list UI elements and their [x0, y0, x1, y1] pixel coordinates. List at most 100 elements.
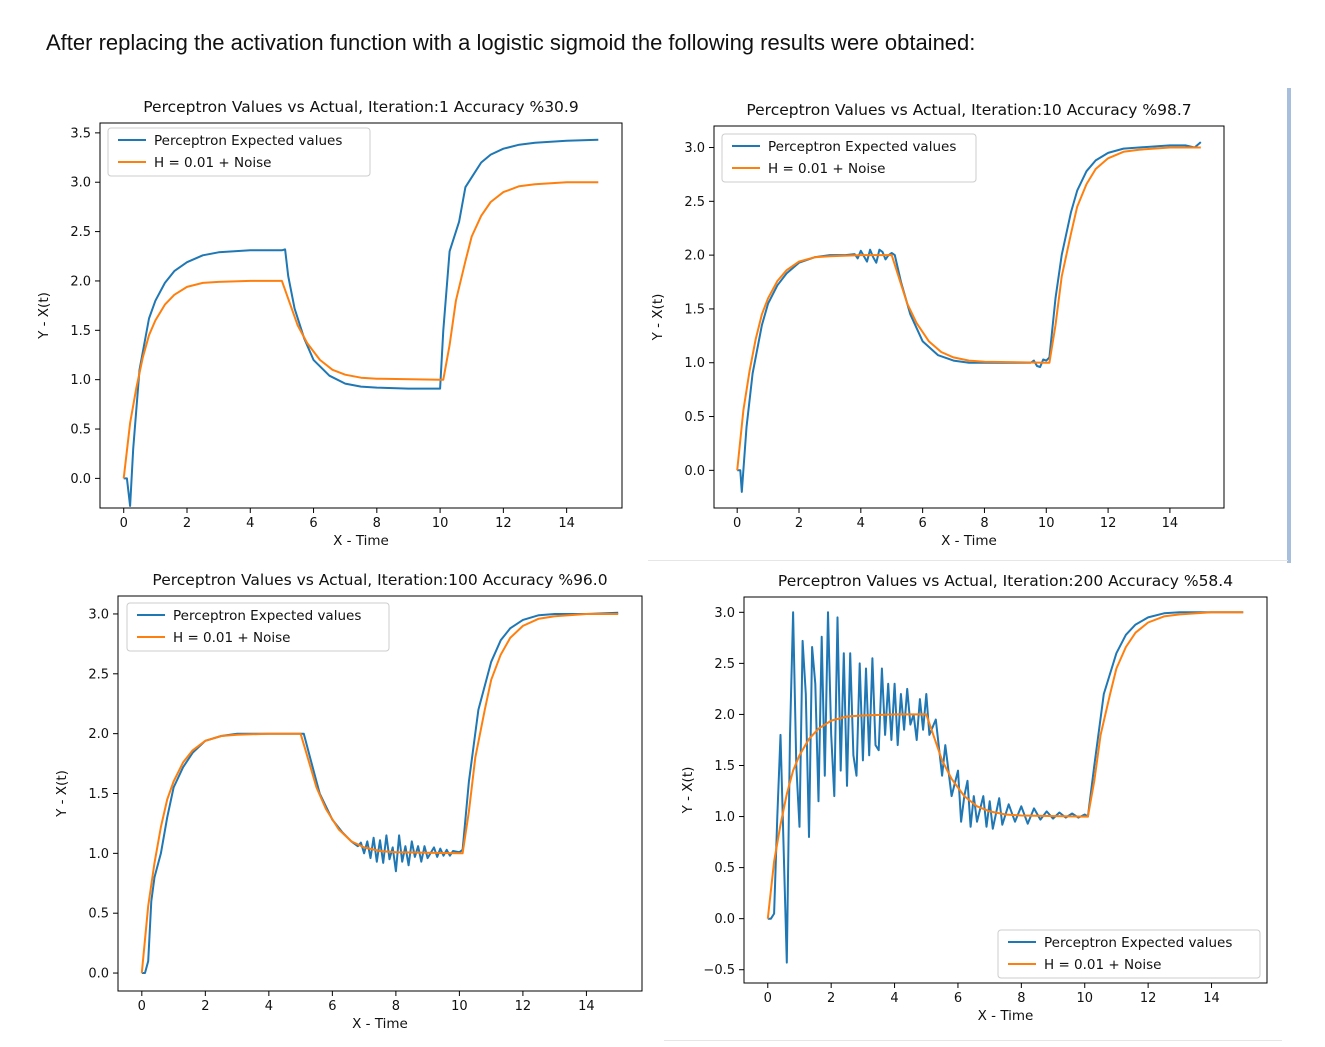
x-tick-label: 12: [1140, 991, 1157, 1006]
chart-svg: Perceptron Values vs Actual, Iteration:1…: [54, 571, 643, 1032]
axes-frame: [743, 596, 1268, 984]
legend-label: Perceptron Expected values: [154, 133, 342, 149]
x-tick-label: 6: [918, 516, 926, 531]
x-tick-label: 4: [265, 999, 273, 1014]
x-tick-label: 10: [432, 516, 449, 531]
y-tick-label: 2.5: [70, 225, 91, 240]
x-axis-label: X - Time: [333, 533, 389, 549]
x-tick-label: 12: [515, 999, 532, 1014]
series-line-2: [766, 611, 1244, 919]
y-tick-label: 3.0: [684, 141, 705, 156]
x-tick-label: 2: [827, 991, 835, 1006]
intro-text: After replacing the activation function …: [46, 30, 976, 55]
x-tick-label: 0: [764, 991, 772, 1006]
x-tick-label: 8: [980, 516, 988, 531]
series-line-2: [736, 146, 1201, 471]
y-tick-label: 0.5: [714, 861, 735, 876]
legend-label: H = 0.01 + Noise: [173, 630, 290, 646]
x-tick-label: 14: [558, 516, 575, 531]
chart-iteration-1: Perceptron Values vs Actual, Iteration:1…: [36, 88, 632, 560]
y-tick-label: 1.0: [684, 356, 705, 371]
x-axis-label: X - Time: [352, 1016, 408, 1032]
axes-frame: [117, 595, 643, 992]
y-tick-label: −0.5: [703, 963, 735, 978]
x-axis-label: X - Time: [978, 1008, 1034, 1024]
chart-svg: Perceptron Values vs Actual, Iteration:1…: [36, 98, 623, 549]
legend-label: H = 0.01 + Noise: [1044, 957, 1161, 973]
y-tick-label: 0.0: [684, 464, 705, 479]
chart-svg: Perceptron Values vs Actual, Iteration:1…: [650, 101, 1225, 549]
y-tick-label: 0.5: [684, 410, 705, 425]
x-tick-label: 0: [138, 999, 146, 1014]
series-line-1: [737, 141, 1202, 493]
chart-title: Perceptron Values vs Actual, Iteration:2…: [778, 572, 1233, 590]
x-tick-label: 14: [1162, 516, 1179, 531]
x-tick-label: 4: [857, 516, 865, 531]
series-line-1: [767, 611, 1244, 964]
chart-title: Perceptron Values vs Actual, Iteration:1…: [152, 571, 607, 589]
divider-line: [648, 560, 1288, 561]
x-tick-label: 10: [451, 999, 468, 1014]
y-axis-label: Y - X(t): [54, 770, 70, 818]
series-line-2: [140, 613, 619, 974]
x-tick-label: 2: [183, 516, 191, 531]
chart-iteration-100: Perceptron Values vs Actual, Iteration:1…: [52, 566, 650, 1041]
x-tick-label: 10: [1038, 516, 1055, 531]
x-tick-label: 6: [309, 516, 317, 531]
x-tick-label: 8: [373, 516, 381, 531]
y-axis-label: Y - X(t): [650, 294, 666, 342]
y-axis-label: Y - X(t): [680, 767, 696, 815]
y-tick-label: 2.5: [714, 657, 735, 672]
y-tick-label: 1.0: [714, 810, 735, 825]
x-tick-label: 0: [733, 516, 741, 531]
y-axis-label: Y - X(t): [36, 292, 52, 340]
legend: Perceptron Expected values H = 0.01 + Noi…: [721, 133, 977, 183]
x-tick-label: 12: [1100, 516, 1117, 531]
legend-label: Perceptron Expected values: [768, 139, 956, 155]
y-tick-label: 1.5: [70, 324, 91, 339]
y-tick-label: 3.5: [70, 126, 91, 141]
y-tick-label: 2.5: [684, 195, 705, 210]
divider-line: [664, 1040, 1282, 1041]
legend-label: H = 0.01 + Noise: [768, 161, 885, 177]
y-tick-label: 0.0: [714, 912, 735, 927]
y-tick-label: 2.0: [70, 274, 91, 289]
chart-iteration-200: Perceptron Values vs Actual, Iteration:2…: [664, 566, 1280, 1041]
y-tick-label: 2.0: [88, 727, 109, 742]
x-tick-label: 2: [201, 999, 209, 1014]
x-tick-label: 4: [246, 516, 254, 531]
y-tick-label: 3.0: [88, 607, 109, 622]
axes-frame: [99, 122, 623, 509]
y-tick-label: 0.5: [88, 907, 109, 922]
legend-label: H = 0.01 + Noise: [154, 155, 271, 171]
chart-svg: Perceptron Values vs Actual, Iteration:2…: [680, 572, 1268, 1024]
axes-frame: [713, 125, 1225, 509]
x-tick-label: 8: [392, 999, 400, 1014]
x-tick-label: 14: [578, 999, 595, 1014]
editor-margin-line: [1287, 88, 1291, 563]
x-axis-label: X - Time: [941, 533, 997, 549]
x-tick-label: 14: [1203, 991, 1220, 1006]
y-tick-label: 1.5: [714, 759, 735, 774]
legend: Perceptron Expected values H = 0.01 + Noi…: [997, 929, 1261, 979]
y-tick-label: 1.5: [684, 302, 705, 317]
series-line-1: [141, 611, 619, 974]
chart-iteration-10: Perceptron Values vs Actual, Iteration:1…: [648, 93, 1240, 559]
x-tick-label: 8: [1017, 991, 1025, 1006]
series-line-1: [123, 138, 599, 507]
y-tick-label: 1.0: [70, 373, 91, 388]
y-tick-label: 3.0: [70, 176, 91, 191]
chart-title: Perceptron Values vs Actual, Iteration:1…: [143, 98, 578, 116]
y-tick-label: 2.5: [88, 667, 109, 682]
x-tick-label: 4: [890, 991, 898, 1006]
x-tick-label: 2: [795, 516, 803, 531]
legend: Perceptron Expected values H = 0.01 + Noi…: [126, 602, 390, 652]
x-tick-label: 6: [954, 991, 962, 1006]
y-tick-label: 0.0: [88, 967, 109, 982]
x-tick-label: 12: [495, 516, 512, 531]
y-tick-label: 1.5: [88, 787, 109, 802]
y-tick-label: 2.0: [714, 708, 735, 723]
y-tick-label: 3.0: [714, 606, 735, 621]
legend-label: Perceptron Expected values: [1044, 935, 1232, 951]
series-line-2: [122, 181, 599, 479]
